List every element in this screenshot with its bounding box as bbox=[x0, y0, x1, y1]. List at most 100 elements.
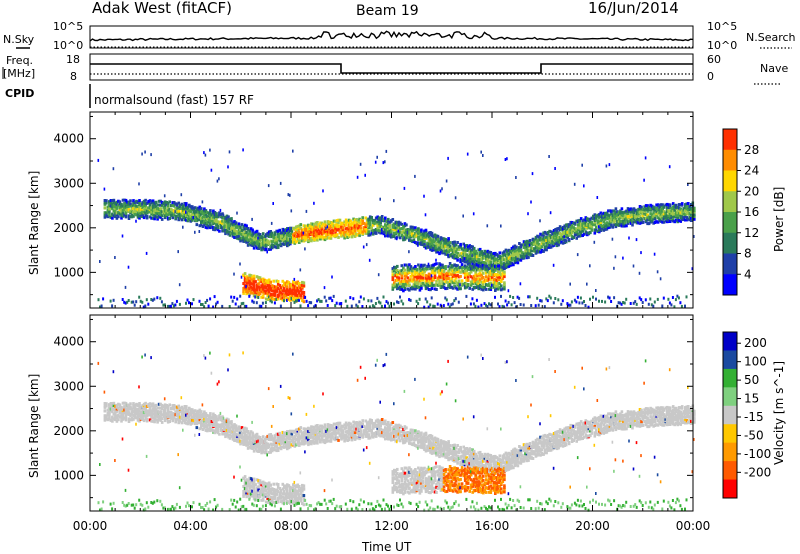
power-cell bbox=[209, 148, 211, 152]
velocity-cell bbox=[171, 412, 174, 416]
power-cell bbox=[445, 277, 449, 281]
power-cell bbox=[566, 233, 569, 236]
power-cell bbox=[394, 278, 398, 282]
power-cell bbox=[165, 201, 168, 204]
power-cell bbox=[664, 219, 667, 223]
power-cell bbox=[463, 264, 467, 268]
power-cell bbox=[444, 276, 447, 280]
power-cell bbox=[629, 221, 632, 225]
power-cell bbox=[671, 296, 674, 299]
power-cell bbox=[145, 298, 148, 302]
power-cell bbox=[531, 248, 535, 252]
power-cell bbox=[221, 221, 224, 225]
power-cell bbox=[233, 232, 236, 236]
velocity-cell bbox=[203, 354, 205, 358]
power-cell bbox=[466, 266, 470, 270]
power-cell bbox=[243, 239, 247, 243]
power-cell bbox=[377, 273, 380, 277]
power-cell bbox=[215, 220, 218, 223]
power-cell bbox=[447, 281, 450, 285]
power-cell bbox=[436, 302, 439, 306]
velocity-cell bbox=[151, 501, 154, 505]
power-cell bbox=[272, 202, 274, 205]
power-cell bbox=[317, 228, 321, 232]
power-cell bbox=[595, 225, 598, 229]
power-cell bbox=[492, 262, 496, 266]
power-cell bbox=[480, 150, 482, 154]
power-cell bbox=[506, 253, 509, 257]
power-cell bbox=[445, 250, 449, 254]
velocity-cell bbox=[157, 410, 161, 414]
power-cell bbox=[498, 255, 502, 259]
power-cell bbox=[453, 248, 456, 251]
power-cell bbox=[423, 232, 426, 236]
velocity-cell bbox=[120, 405, 123, 409]
power-cell bbox=[219, 226, 223, 229]
power-cell bbox=[679, 203, 682, 207]
velocity-cell bbox=[192, 419, 195, 422]
power-cell bbox=[516, 257, 520, 261]
power-cell bbox=[402, 230, 405, 234]
power-cell bbox=[415, 278, 419, 282]
power-cell bbox=[286, 282, 289, 286]
power-cell bbox=[433, 240, 437, 244]
power-cell bbox=[447, 250, 450, 254]
power-cell bbox=[248, 289, 251, 293]
velocity-cell bbox=[114, 459, 116, 462]
power-cell bbox=[237, 234, 241, 238]
power-cell bbox=[503, 266, 506, 270]
power-cell bbox=[608, 220, 612, 224]
velocity-cell bbox=[182, 407, 185, 411]
power-cell bbox=[145, 209, 149, 213]
power-cell bbox=[118, 202, 122, 206]
power-cell bbox=[482, 288, 485, 292]
power-cell bbox=[304, 229, 307, 233]
power-cell bbox=[298, 224, 301, 228]
velocity-cell bbox=[192, 501, 195, 505]
power-cell bbox=[495, 253, 499, 257]
power-cell bbox=[635, 212, 639, 216]
power-cell bbox=[126, 208, 129, 211]
power-cell bbox=[151, 209, 155, 213]
power-cell bbox=[433, 287, 437, 291]
power-cell bbox=[278, 291, 281, 295]
power-cell bbox=[472, 274, 476, 278]
power-cell bbox=[365, 224, 369, 228]
power-cell bbox=[296, 226, 300, 230]
power-cell bbox=[460, 247, 464, 251]
power-cell bbox=[637, 221, 640, 225]
power-cell bbox=[111, 202, 114, 206]
power-cell bbox=[471, 265, 474, 268]
power-cell bbox=[112, 201, 116, 204]
power-cell bbox=[385, 227, 389, 231]
power-cell bbox=[263, 241, 266, 245]
nsearch-label: N.Search bbox=[746, 31, 796, 44]
velocity-cell bbox=[130, 416, 134, 420]
power-cell bbox=[492, 274, 496, 278]
power-cell bbox=[393, 222, 396, 226]
power-cell bbox=[252, 246, 256, 250]
power-cell bbox=[273, 301, 276, 305]
power-cell bbox=[528, 239, 532, 242]
power-cell bbox=[545, 248, 548, 252]
velocity-cell bbox=[153, 414, 156, 418]
power-cell bbox=[206, 215, 209, 219]
power-cell bbox=[103, 213, 107, 217]
power-cell bbox=[368, 224, 372, 228]
power-cell bbox=[344, 218, 348, 222]
velocity-cell bbox=[174, 419, 177, 423]
power-cell bbox=[301, 228, 304, 232]
power-cell bbox=[390, 228, 393, 232]
power-cell bbox=[364, 173, 366, 177]
power-cell bbox=[442, 266, 446, 270]
power-cell bbox=[551, 239, 554, 243]
power-cell bbox=[454, 266, 458, 270]
power-cell bbox=[478, 283, 482, 287]
power-cell bbox=[417, 274, 420, 278]
power-cell bbox=[647, 205, 651, 209]
velocity-cell bbox=[206, 414, 209, 417]
power-cell bbox=[304, 237, 307, 241]
power-cell bbox=[687, 210, 690, 214]
power-cell bbox=[356, 305, 359, 309]
power-cell bbox=[295, 299, 297, 303]
